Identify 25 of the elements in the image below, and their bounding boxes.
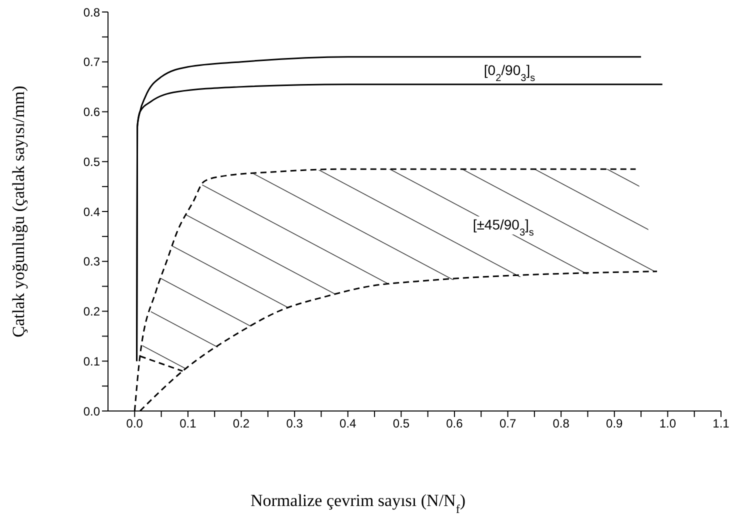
x-tick-label: 1.1	[712, 416, 730, 431]
y-tick-label: 0.4	[83, 204, 100, 219]
x-tick-label: 0.1	[180, 416, 197, 431]
y-tick-label: 0.8	[83, 5, 100, 20]
x-tick-label: 0.2	[232, 416, 250, 431]
y-tick-label: 0.1	[83, 354, 100, 368]
y-tick-label: 0.2	[83, 304, 100, 319]
y-axis-title: Çatlak yoğunluğu (çatlak sayısı/mm)	[9, 86, 28, 338]
y-tick-label: 0.7	[83, 55, 100, 70]
x-tick-label: 0.6	[446, 416, 464, 431]
y-tick-label: 0.3	[83, 254, 100, 269]
x-tick-label: 0.3	[286, 416, 304, 431]
annotation: [±45/90$_{3}$]$_{s}$	[472, 216, 534, 238]
x-tick-label: 0.0	[126, 416, 144, 431]
y-tick-label: 0.0	[83, 404, 100, 418]
y-tick-label: 0.6	[83, 105, 100, 120]
annotation: [0$_{2}$/90$_{3}$]$_{s}$	[484, 62, 536, 84]
x-tick-label: 1.0	[659, 416, 676, 431]
x-tick-label: 0.5	[392, 416, 410, 431]
x-tick-label: 0.4	[340, 416, 357, 431]
x-tick-label: 0.9	[606, 416, 624, 431]
x-axis-title: Normalize çevrim sayısı (N/N$_{f}$)	[250, 491, 466, 516]
x-tick-label: 0.7	[499, 416, 516, 431]
y-tick-label: 0.5	[83, 154, 100, 169]
x-tick-label: 0.8	[552, 416, 570, 431]
